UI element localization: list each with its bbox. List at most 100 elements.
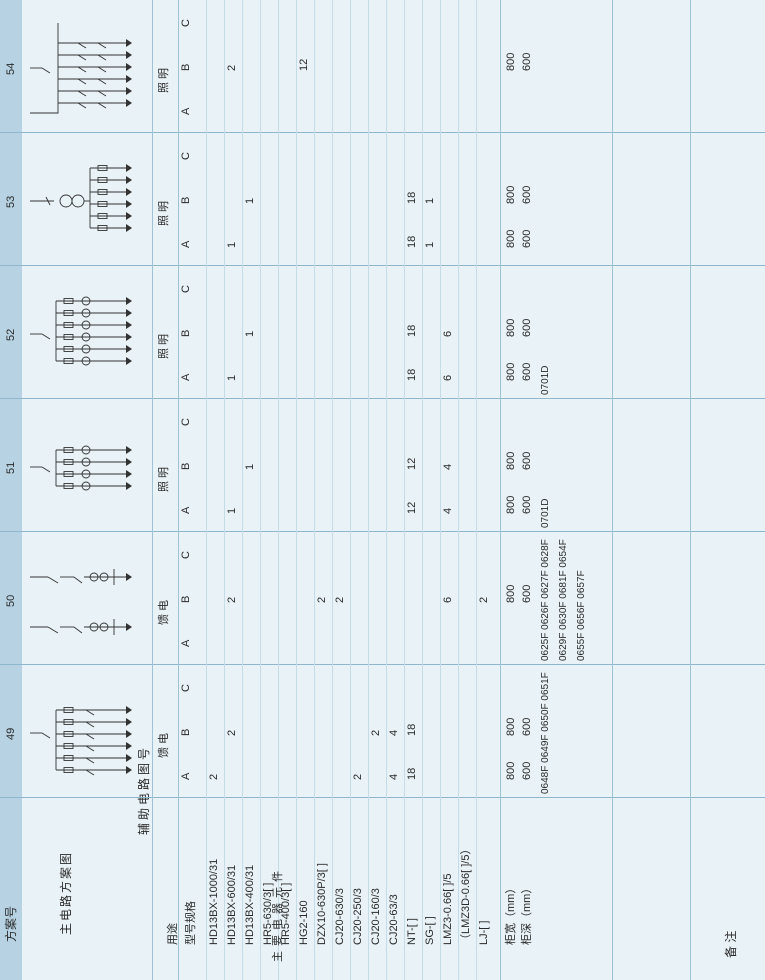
component-name: CJ20-250/3 [352,888,364,945]
component-quantity: 18 [406,235,418,248]
component-name: SG-[ ] [424,916,436,945]
cabinet-depth-value: 600 [521,185,533,204]
cabinet-depth-value: 600 [521,229,533,248]
component-name: HD13BX-400/31 [244,864,256,945]
component-quantity: 6 [442,330,454,337]
main-components-char: 器 [272,903,284,914]
purpose-value: 照 明 [158,333,170,359]
row-divider [350,0,351,980]
phase-label: B [180,329,192,337]
column-divider [0,797,765,798]
row-divider [476,0,477,980]
phase-label: C [180,152,192,160]
component-quantity: 12 [298,58,310,71]
cabinet-depth-value: 600 [521,451,533,470]
component-quantity: 1 [424,241,436,248]
cabinet-width-value: 800 [505,495,517,514]
cabinet-depth-value: 600 [521,584,533,603]
aux-circuit-number: 0701D [540,498,551,528]
column-divider [0,398,765,399]
main-components-char: 要 [272,935,284,946]
phase-label: A [180,639,192,647]
row-divider [368,0,369,980]
cabinet-depth-value: 600 [521,318,533,337]
purpose-label: 用途 [167,923,179,945]
row-divider [224,0,225,980]
cabinet-depth-value: 600 [521,362,533,381]
component-quantity: 2 [316,596,328,603]
circuit-diagram-53 [30,164,132,232]
component-quantity: 4 [388,773,400,780]
row-divider [404,0,405,980]
component-quantity: 1 [226,374,238,381]
component-quantity: 1 [424,197,436,204]
column-divider [0,531,765,532]
remarks-label: 备 注 [724,930,738,958]
cabinet-width-value: 800 [505,761,517,780]
component-quantity: 18 [406,723,418,736]
phase-label: C [180,19,192,27]
purpose-value: 照 明 [158,200,170,226]
phase-label: B [180,63,192,71]
component-quantity: 1 [244,197,256,204]
component-quantity: 18 [406,368,418,381]
component-quantity: 2 [370,729,382,736]
row-divider [422,0,423,980]
row-divider [278,0,279,980]
component-name: LJ-[ ] [478,920,490,945]
cabinet-width-value: 800 [505,584,517,603]
component-name: CJ20-630/3 [334,888,346,945]
component-quantity: 2 [478,596,490,603]
row-divider [332,0,333,980]
main-components-char: 件 [272,871,284,882]
component-name: LMZ3-0.66[ ]/5 [442,873,454,945]
cabinet-width-value: 800 [505,318,517,337]
component-quantity: 2 [352,773,364,780]
phase-label: A [180,240,192,248]
scheme-number: 52 [5,328,17,341]
component-name: NT-[ ] [406,918,418,945]
cabinet-depth-value: 600 [521,761,533,780]
row-divider [178,0,179,980]
cabinet-width-value: 800 [505,717,517,736]
scheme-number: 53 [5,195,17,208]
column-divider [0,132,765,133]
column-divider [0,664,765,665]
component-quantity: 4 [388,729,400,736]
phase-label: A [180,373,192,381]
component-quantity: 4 [442,463,454,470]
component-quantity: 12 [406,457,418,470]
scheme-number: 51 [5,461,17,474]
aux-circuit-number: 0655F 0656F 0657F [576,570,587,661]
main-circuit-label: 主电路方案图 [59,850,73,935]
phase-label: B [180,462,192,470]
cabinet-width-value: 800 [505,451,517,470]
circuit-diagram-50 [30,569,132,635]
cabinet-depth-label: 柜深（mm） [521,882,533,945]
phase-label: B [180,196,192,204]
cabinet-width-value: 800 [505,185,517,204]
component-quantity: 2 [208,773,220,780]
circuit-diagram-51 [30,445,132,491]
component-quantity: 4 [442,507,454,514]
main-components-char: 主 [272,951,284,962]
phase-label: A [180,506,192,514]
aux-circuit-label: 辅助电路图号 [137,744,151,835]
component-quantity: 2 [226,729,238,736]
purpose-value: 馈 电 [158,599,170,625]
purpose-value: 照 明 [158,67,170,93]
component-quantity: 1 [226,241,238,248]
phase-label: C [180,285,192,293]
phase-label: C [180,551,192,559]
cabinet-width-label: 柜宽（mm） [505,882,517,945]
component-quantity: 2 [334,596,346,603]
cabinet-width-value: 800 [505,229,517,248]
component-quantity: 18 [406,324,418,337]
row-divider [458,0,459,980]
cabinet-depth-value: 600 [521,717,533,736]
component-quantity: 18 [406,767,418,780]
column-divider [0,265,765,266]
circuit-diagram-54 [30,23,132,114]
purpose-value: 馈 电 [158,732,170,758]
circuit-diagram-52 [30,296,132,366]
